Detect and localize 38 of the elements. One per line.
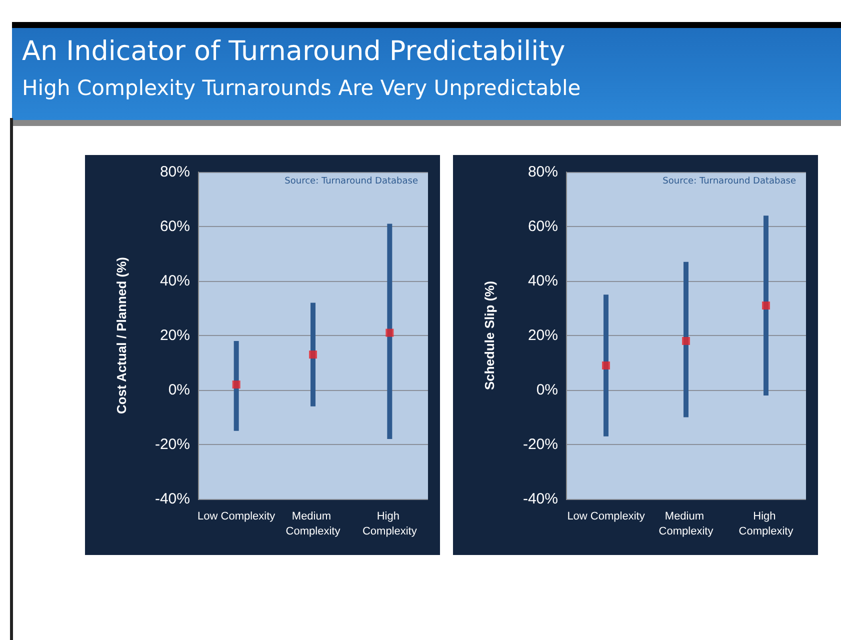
y-tick-label: -40% — [522, 490, 558, 508]
annotation: Source: Turnaround Database — [284, 176, 418, 186]
y-tick-label: 40% — [160, 272, 190, 290]
y-tick-label: 80% — [528, 164, 558, 180]
bar — [604, 294, 608, 436]
x-tick-label: Medium Complexity — [286, 510, 341, 538]
y-tick-label: 60% — [528, 218, 558, 235]
x-tick-label: High Complexity — [738, 510, 794, 538]
bar — [234, 340, 239, 431]
x-tick-label: Medium Complexity — [658, 510, 714, 538]
point — [602, 361, 610, 370]
chart-title: An Indicator of Turnaround Predictability — [22, 36, 566, 67]
bar — [387, 224, 392, 440]
y-axis-title: Cost Actual / Planned (%) — [114, 257, 129, 414]
point — [682, 336, 690, 345]
point — [309, 350, 317, 359]
y-tick-label: 0% — [168, 382, 190, 398]
y-axis-title: Schedule Slip (%) — [482, 280, 497, 390]
y-tick-label: 80% — [160, 164, 190, 180]
annotation: Source: Turnaround Database — [662, 176, 796, 186]
chart-subtitle: High Complexity Turnarounds Are Very Unpredictable — [22, 76, 581, 100]
x-tick-label: Low Complexity — [567, 510, 646, 522]
point — [762, 302, 770, 310]
y-tick-label: 20% — [160, 327, 190, 344]
bar — [310, 302, 316, 406]
y-tick-label: -20% — [154, 436, 190, 453]
x-tick-label: Low Complexity — [198, 510, 276, 522]
y-tick-label: 40% — [528, 272, 558, 290]
bar — [764, 216, 768, 396]
point — [232, 380, 240, 389]
y-tick-label: 60% — [160, 218, 190, 235]
y-tick-label: -40% — [154, 490, 190, 508]
y-tick-label: 20% — [528, 327, 558, 344]
point — [386, 328, 394, 337]
y-tick-label: -20% — [522, 436, 558, 453]
bar — [684, 262, 688, 418]
x-tick-label: High Complexity — [362, 510, 418, 538]
y-tick-label: 0% — [536, 382, 558, 398]
